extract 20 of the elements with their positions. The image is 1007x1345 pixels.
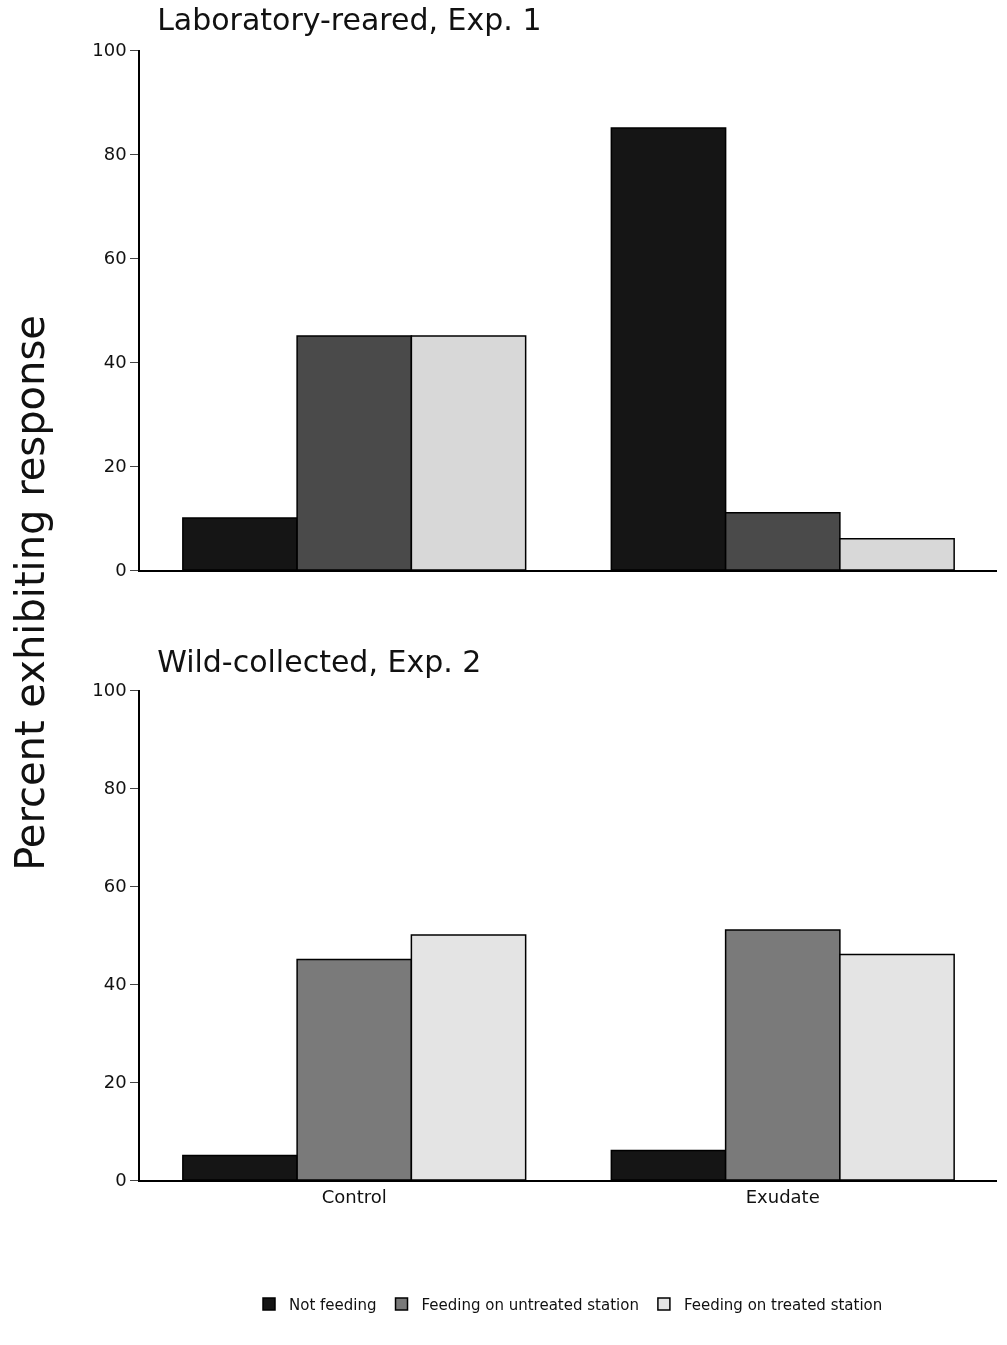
y-tick-label: 40 (103, 973, 127, 995)
y-axis-title: Percent exhibiting response (7, 314, 53, 873)
x-tick-label: Exudate (745, 1186, 820, 1208)
y-tick-label: 0 (115, 559, 127, 581)
y-tick-label: 60 (103, 875, 127, 897)
y-tick-label: 80 (103, 777, 127, 799)
legend-label: Feeding on treated station (683, 1295, 883, 1314)
y-tick-label: 80 (103, 143, 127, 165)
y-tick-label: 100 (92, 679, 127, 701)
x-tick-label: Control (321, 1186, 387, 1208)
y-tick-label: 20 (103, 455, 127, 477)
legend-label: Feeding on untreated station (421, 1295, 639, 1314)
y-tick-label: 60 (103, 247, 127, 269)
y-tick-label: 100 (92, 39, 127, 61)
y-tick-label: 0 (115, 1169, 127, 1191)
legend-label: Not feeding (289, 1295, 377, 1314)
chart-title: Laboratory-reared, Exp. 1 (157, 2, 542, 37)
y-tick-label: 40 (103, 351, 127, 373)
chart-title: Wild-collected, Exp. 2 (157, 643, 482, 679)
y-tick-label: 20 (103, 1071, 127, 1093)
